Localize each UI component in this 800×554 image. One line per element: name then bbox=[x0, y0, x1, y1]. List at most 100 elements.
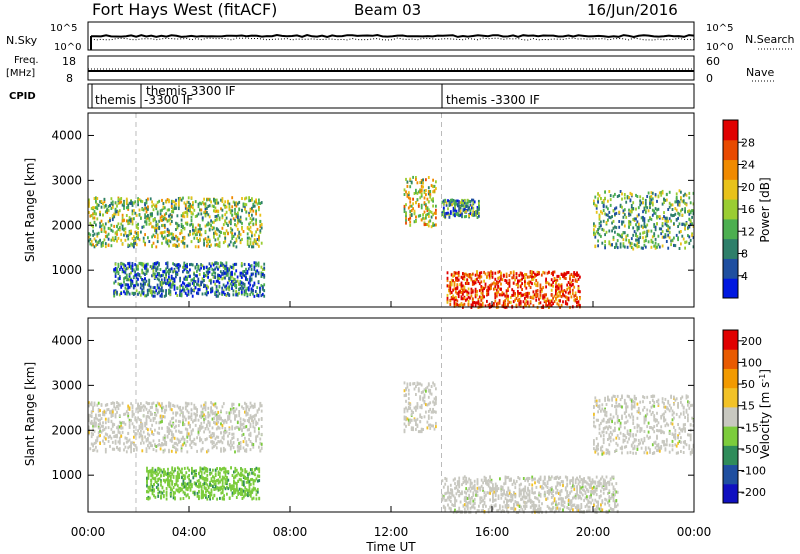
heatmap-cell bbox=[169, 478, 172, 482]
heatmap-cell bbox=[665, 219, 668, 223]
heatmap-cell bbox=[144, 233, 146, 237]
heatmap-cell bbox=[567, 271, 570, 274]
heatmap-cell bbox=[504, 294, 507, 298]
heatmap-cell bbox=[192, 490, 195, 494]
heatmap-cell bbox=[220, 478, 223, 482]
heatmap-cell bbox=[223, 466, 225, 470]
heatmap-cell bbox=[427, 208, 430, 212]
heatmap-cell bbox=[177, 263, 180, 267]
heatmap-cell bbox=[127, 283, 130, 287]
sky-tick-top: 10^5 bbox=[50, 23, 77, 34]
heatmap-cell bbox=[642, 246, 644, 250]
heatmap-cell bbox=[231, 436, 234, 440]
heatmap-cell bbox=[256, 421, 259, 425]
heatmap-cell bbox=[531, 278, 533, 282]
heatmap-cell bbox=[415, 201, 417, 205]
heatmap-cell bbox=[455, 276, 457, 280]
heatmap-cell bbox=[609, 216, 612, 220]
heatmap-cell bbox=[545, 279, 547, 283]
heatmap-cell bbox=[213, 488, 216, 491]
heatmap-cell bbox=[250, 267, 253, 271]
heatmap-cell bbox=[477, 280, 480, 284]
heatmap-cell bbox=[258, 244, 260, 248]
heatmap-cell bbox=[118, 403, 121, 407]
heatmap-cell bbox=[155, 407, 158, 411]
heatmap-cell bbox=[608, 215, 611, 219]
heatmap-cell bbox=[460, 287, 463, 291]
heatmap-cell bbox=[217, 414, 220, 418]
heatmap-cell bbox=[668, 230, 671, 234]
heatmap-cell bbox=[549, 299, 552, 303]
heatmap-cell bbox=[180, 449, 183, 453]
heatmap-cell bbox=[159, 420, 162, 424]
heatmap-cell bbox=[632, 233, 635, 237]
heatmap-cell bbox=[172, 270, 174, 274]
heatmap-cell bbox=[241, 209, 243, 213]
heatmap-cell bbox=[463, 198, 466, 202]
heatmap-cell bbox=[127, 439, 130, 443]
heatmap-cell bbox=[174, 491, 176, 495]
heatmap-cell bbox=[183, 423, 186, 426]
heatmap-cell bbox=[145, 427, 148, 430]
heatmap-cell bbox=[435, 223, 437, 227]
heatmap-cell bbox=[234, 232, 236, 236]
heatmap-cell bbox=[179, 440, 182, 443]
heatmap-cell bbox=[153, 477, 155, 481]
heatmap-cell bbox=[449, 283, 452, 287]
heatmap-cell bbox=[249, 240, 252, 244]
heatmap-cell bbox=[409, 223, 412, 227]
heatmap-cell bbox=[89, 402, 92, 406]
heatmap-cell bbox=[175, 198, 177, 202]
heatmap-cell bbox=[566, 296, 569, 300]
heatmap-cell bbox=[128, 232, 131, 236]
heatmap-cell bbox=[154, 235, 156, 239]
heatmap-cell bbox=[229, 439, 232, 443]
heatmap-cell bbox=[681, 213, 684, 217]
heatmap-cell bbox=[511, 288, 514, 292]
heatmap-cell bbox=[653, 209, 656, 213]
heatmap-cell bbox=[566, 302, 569, 306]
heatmap-cell bbox=[211, 204, 214, 208]
heatmap-cell bbox=[224, 236, 227, 240]
heatmap-cell bbox=[107, 420, 110, 423]
heatmap-cell bbox=[225, 222, 228, 226]
heatmap-cell bbox=[217, 243, 220, 247]
heatmap-cell bbox=[253, 429, 256, 433]
heatmap-cell bbox=[104, 426, 107, 430]
heatmap-cell bbox=[182, 411, 184, 415]
heatmap-cell bbox=[120, 232, 123, 236]
heatmap-cell bbox=[545, 281, 547, 285]
heatmap-cell bbox=[114, 406, 117, 410]
heatmap-cell bbox=[476, 272, 478, 276]
heatmap-cell bbox=[446, 278, 449, 282]
heatmap-cell bbox=[161, 470, 164, 474]
heatmap-cell bbox=[260, 442, 263, 446]
heatmap-cell bbox=[189, 443, 191, 447]
heatmap-cell bbox=[466, 281, 469, 285]
heatmap-cell bbox=[123, 218, 125, 222]
heatmap-cell bbox=[625, 238, 628, 242]
heatmap-cell bbox=[691, 232, 693, 236]
heatmap-cell bbox=[219, 275, 222, 279]
heatmap-cell bbox=[212, 485, 214, 489]
heatmap-cell bbox=[110, 436, 113, 440]
heatmap-cell bbox=[93, 245, 96, 249]
heatmap-cell bbox=[130, 265, 132, 269]
heatmap-cell bbox=[130, 450, 132, 454]
heatmap-cell bbox=[140, 433, 142, 437]
heatmap-cell bbox=[158, 278, 160, 282]
heatmap-cell bbox=[248, 471, 251, 475]
heatmap-cell bbox=[142, 408, 145, 412]
heatmap-cell bbox=[240, 271, 243, 275]
heatmap-cell bbox=[529, 271, 532, 275]
heatmap-cell bbox=[427, 214, 430, 218]
heatmap-cell bbox=[217, 473, 220, 476]
heatmap-cell bbox=[476, 277, 478, 281]
heatmap-cell bbox=[90, 214, 93, 217]
heatmap-cell bbox=[210, 401, 212, 405]
heatmap-cell bbox=[194, 423, 197, 427]
heatmap-cell bbox=[560, 272, 563, 276]
heatmap-cell bbox=[175, 270, 177, 274]
heatmap-cell bbox=[88, 239, 90, 243]
heatmap-cell bbox=[604, 240, 606, 244]
